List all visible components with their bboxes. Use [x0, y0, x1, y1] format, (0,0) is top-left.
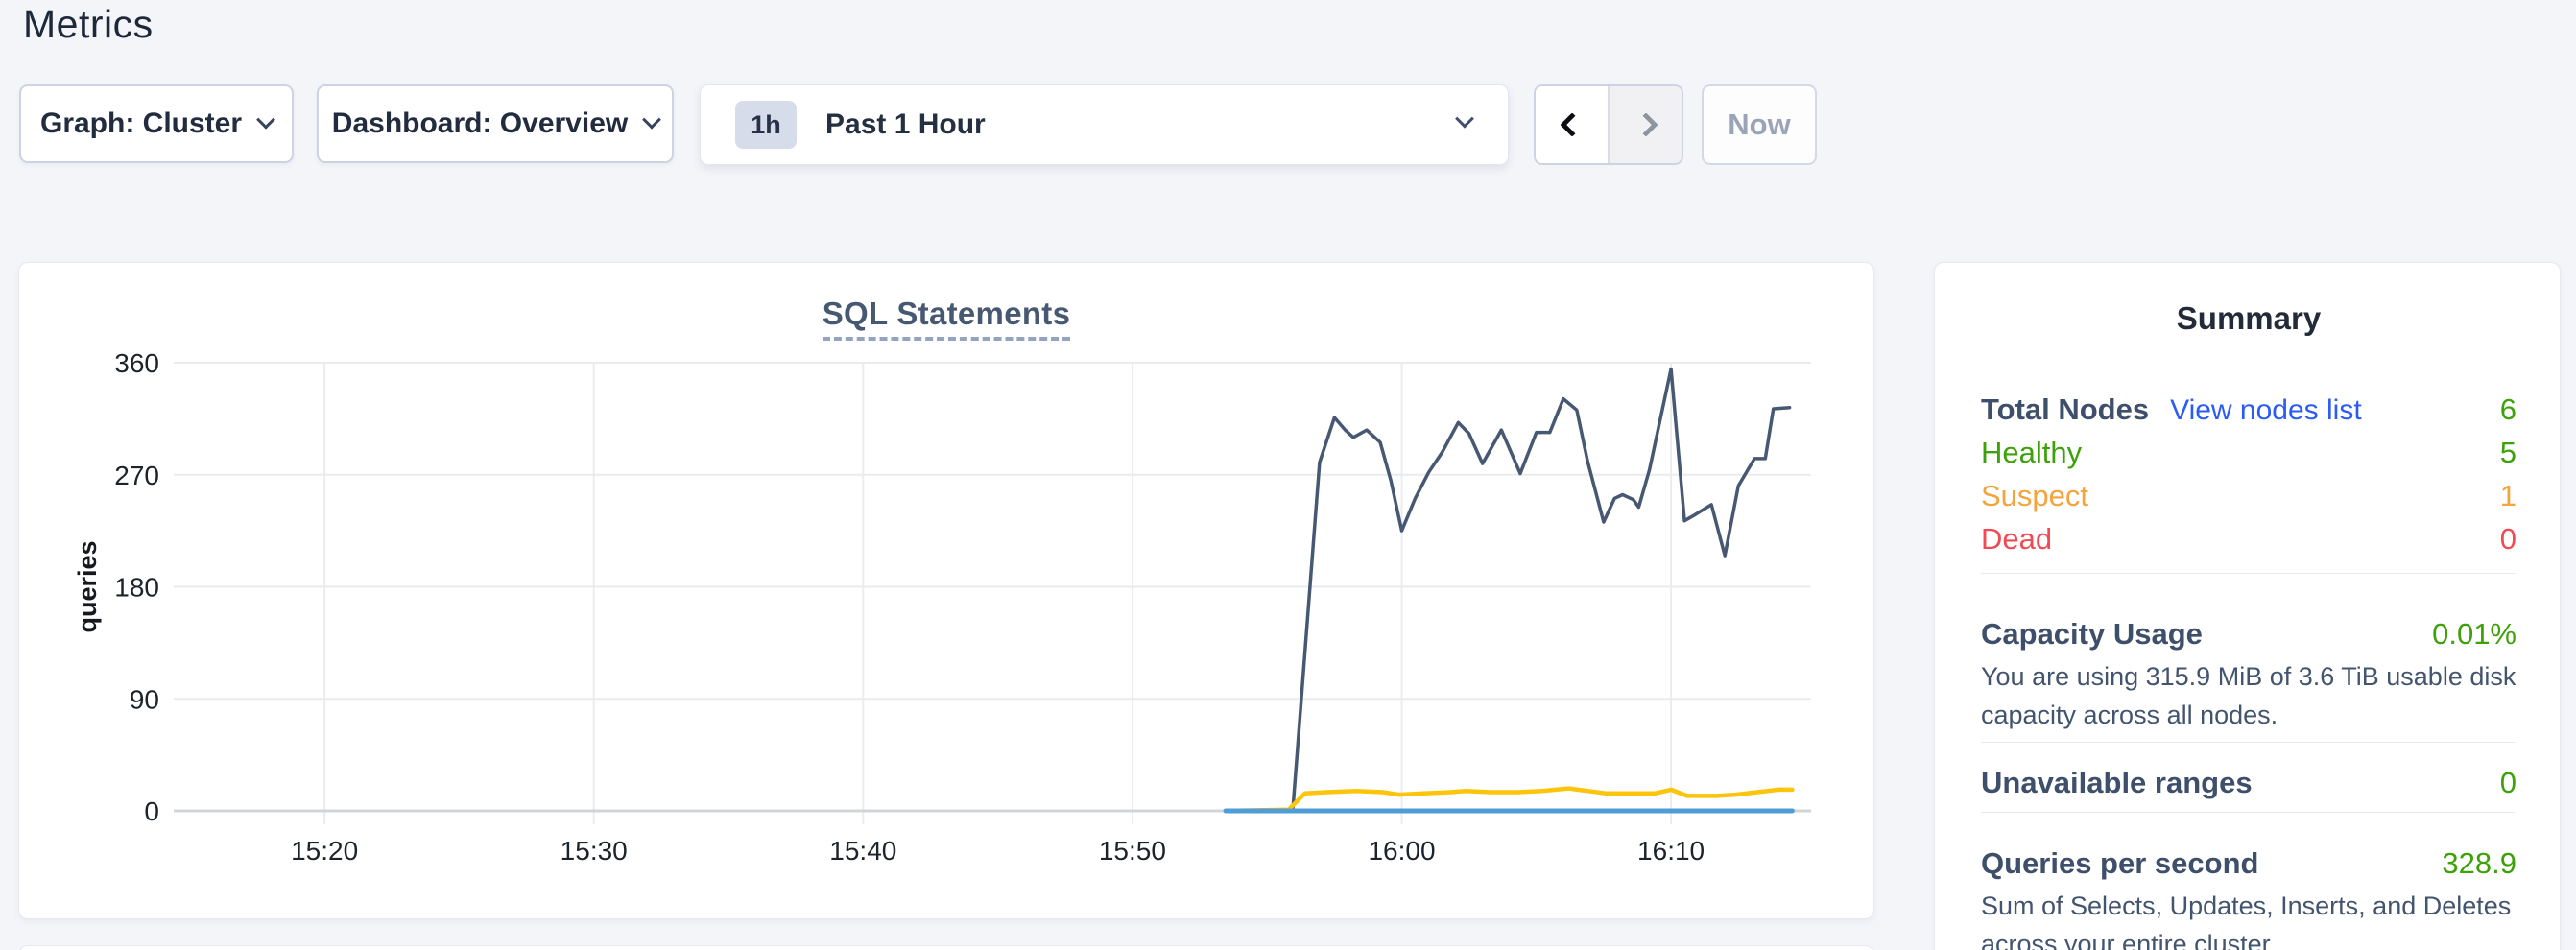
chevron-left-icon — [1559, 112, 1585, 137]
chevron-down-icon — [1455, 108, 1474, 134]
suspect-nodes-row: Suspect 1 — [1981, 479, 2516, 522]
chevron-down-icon — [256, 109, 275, 130]
view-nodes-list-link[interactable]: View nodes list — [2170, 394, 2362, 426]
page-title: Metrics — [23, 2, 154, 46]
svg-text:360: 360 — [114, 348, 159, 378]
divider — [1981, 573, 2516, 574]
chevron-right-icon — [1633, 112, 1658, 137]
summary-title: Summary — [2176, 300, 2322, 336]
svg-text:0: 0 — [144, 796, 159, 826]
healthy-nodes-row: Healthy 5 — [1981, 436, 2516, 479]
summary-panel: Summary Total Nodes View nodes list 6 He… — [1934, 262, 2561, 950]
svg-text:15:30: 15:30 — [561, 836, 628, 866]
time-range-selector[interactable]: 1h Past 1 Hour — [700, 84, 1509, 165]
svg-text:15:50: 15:50 — [1099, 836, 1166, 866]
svg-text:15:40: 15:40 — [829, 836, 896, 866]
total-nodes-value: 6 — [2499, 392, 2516, 426]
divider — [1981, 742, 2516, 743]
healthy-value: 5 — [2499, 436, 2516, 469]
unavailable-ranges-value: 0 — [2499, 766, 2516, 799]
unavailable-ranges-row: Unavailable ranges 0 — [1981, 766, 2516, 804]
time-step-back-button[interactable] — [1536, 86, 1610, 163]
dashboard-dropdown-label: Dashboard: Overview — [331, 107, 629, 139]
sql-statements-line-chart: 0 90 180 270 360 15:20 15:30 15:40 15:50 16:00 16:… — [73, 348, 1811, 866]
total-nodes-label: Total Nodes — [1981, 392, 2150, 426]
dead-label: Dead — [1981, 522, 2053, 556]
time-range-label: Past 1 Hour — [825, 108, 986, 140]
svg-text:180: 180 — [114, 573, 159, 603]
queries-per-second-row: Queries per second 328.9 — [1981, 846, 2516, 885]
queries-per-second-description: Sum of Selects, Updates, Inserts, and De… — [1981, 891, 2512, 950]
svg-text:90: 90 — [130, 684, 159, 714]
unavailable-ranges-label: Unavailable ranges — [1981, 766, 2253, 799]
healthy-label: Healthy — [1981, 436, 2083, 469]
capacity-usage-label: Capacity Usage — [1981, 617, 2203, 651]
time-step-button-group — [1534, 84, 1683, 165]
sql-statements-chart-card: SQL Statements 0 90 180 270 360 15:20 15:30 15:… — [18, 262, 1874, 919]
svg-text:270: 270 — [114, 461, 159, 490]
time-step-forward-button[interactable] — [1610, 86, 1682, 163]
queries-per-second-label: Queries per second — [1981, 846, 2259, 880]
toolbar: Graph: Cluster Dashboard: Overview 1h Pa… — [0, 84, 2576, 165]
svg-text:queries: queries — [73, 540, 102, 632]
suspect-value: 1 — [2499, 479, 2516, 512]
svg-text:16:10: 16:10 — [1637, 836, 1705, 866]
capacity-usage-row: Capacity Usage 0.01% — [1981, 617, 2516, 655]
svg-text:15:20: 15:20 — [291, 836, 358, 866]
time-range-badge: 1h — [735, 101, 797, 149]
capacity-usage-description: You are using 315.9 MiB of 3.6 TiB usabl… — [1981, 662, 2516, 729]
suspect-label: Suspect — [1981, 479, 2089, 512]
now-button[interactable]: Now — [1702, 84, 1817, 165]
capacity-usage-value: 0.01% — [2432, 617, 2516, 651]
next-chart-card-partial — [18, 945, 1874, 950]
queries-per-second-value: 328.9 — [2442, 846, 2516, 880]
chart-title[interactable]: SQL Statements — [822, 296, 1071, 341]
divider — [1981, 812, 2516, 813]
dashboard-dropdown[interactable]: Dashboard: Overview — [317, 84, 674, 163]
dead-nodes-row: Dead 0 — [1981, 522, 2516, 565]
total-nodes-row: Total Nodes View nodes list 6 — [1981, 392, 2516, 436]
dead-value: 0 — [2499, 522, 2516, 556]
graph-dropdown[interactable]: Graph: Cluster — [19, 84, 294, 163]
svg-text:16:00: 16:00 — [1368, 836, 1435, 866]
chevron-down-icon — [642, 109, 662, 130]
graph-dropdown-label: Graph: Cluster — [39, 107, 243, 139]
